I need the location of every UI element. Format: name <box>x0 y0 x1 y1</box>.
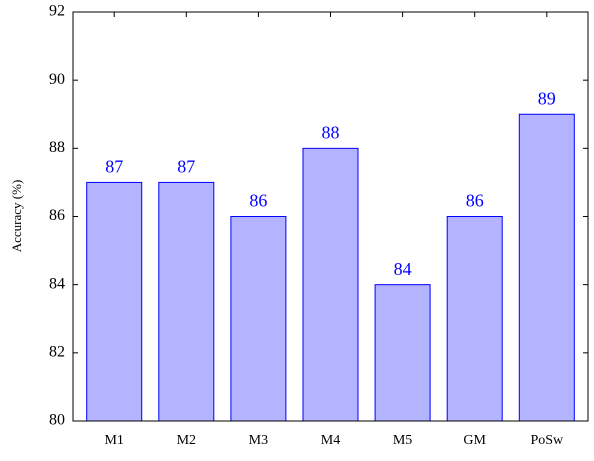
data-label: 89 <box>538 88 556 108</box>
bar <box>158 181 215 422</box>
y-tick-label: 90 <box>49 71 65 88</box>
plot-frame <box>72 11 589 422</box>
data-label: 86 <box>466 191 484 211</box>
x-tick-label: GM <box>463 433 486 448</box>
x-tick-label: PoSw <box>530 433 564 448</box>
data-label: 84 <box>394 259 412 279</box>
y-tick-label: 92 <box>49 3 65 20</box>
y-tick-label: 88 <box>49 139 65 156</box>
data-label: 87 <box>177 157 195 177</box>
bar <box>446 216 503 422</box>
x-tick-label: M1 <box>104 433 123 448</box>
y-tick-label: 82 <box>49 344 65 361</box>
x-tick-label: M4 <box>321 433 340 448</box>
data-label: 87 <box>105 157 123 177</box>
y-tick-label: 80 <box>49 412 65 429</box>
x-tick-label: M2 <box>177 433 196 448</box>
x-tick-label: M5 <box>393 433 412 448</box>
bar <box>86 181 143 422</box>
bar <box>230 216 287 422</box>
y-tick-label: 86 <box>49 207 65 224</box>
data-label: 88 <box>322 122 340 142</box>
bar <box>302 147 359 422</box>
bar <box>518 113 575 422</box>
y-axis-label: Accuracy (%) <box>9 180 24 253</box>
data-label: 86 <box>249 191 267 211</box>
x-tick-label: M3 <box>249 433 268 448</box>
y-tick-label: 84 <box>49 275 65 292</box>
bar <box>374 284 431 422</box>
